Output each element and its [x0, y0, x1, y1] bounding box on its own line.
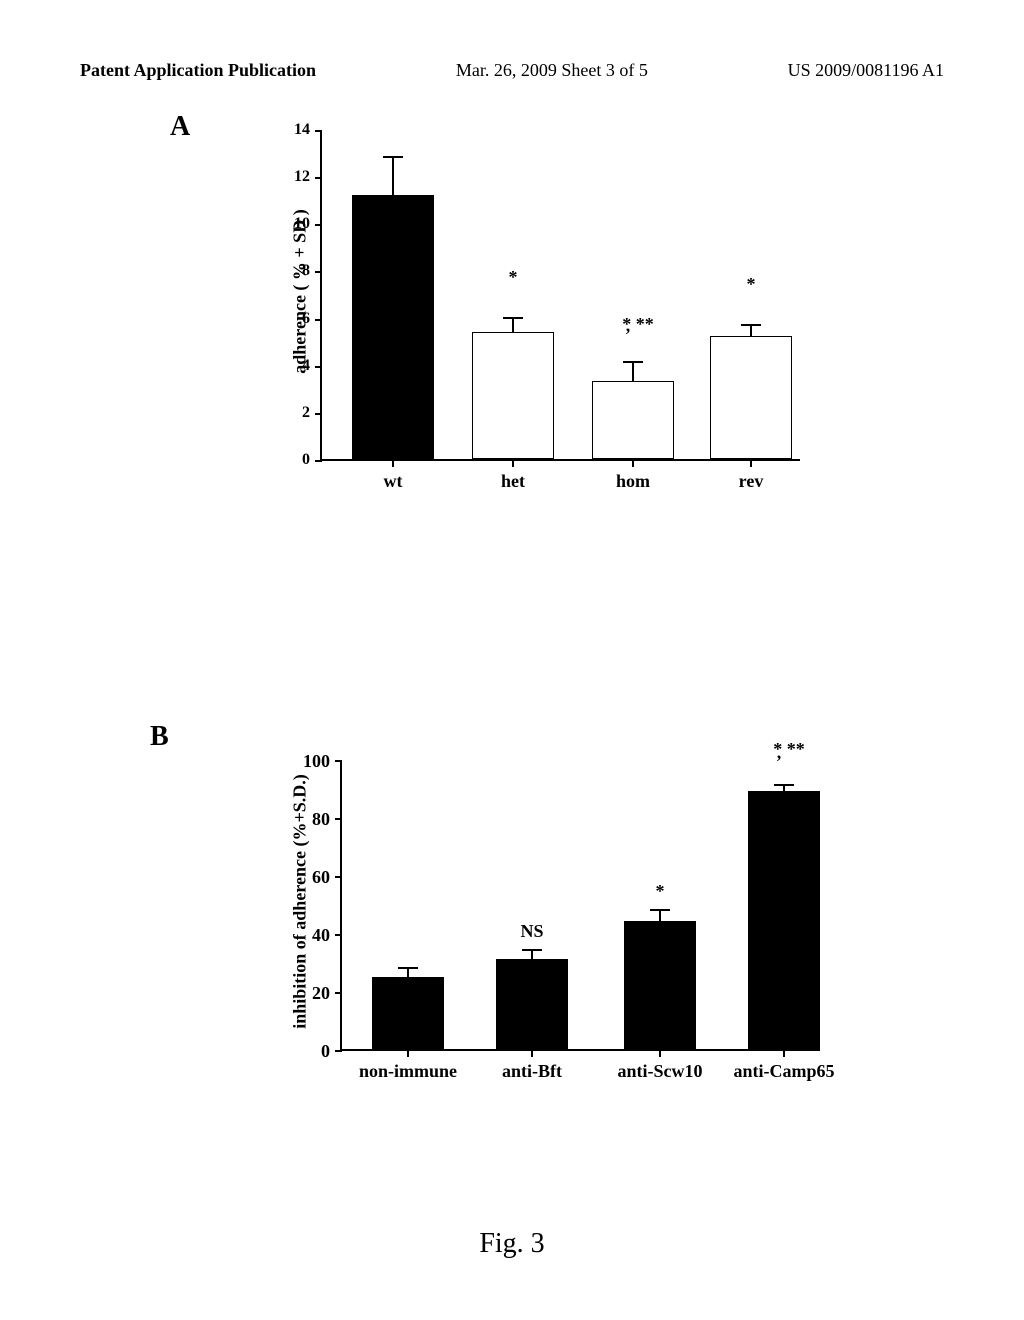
- ytick-label: 60: [290, 867, 330, 888]
- ytick-label: 14: [270, 121, 310, 139]
- error-cap: [623, 361, 643, 363]
- error-bar: [392, 157, 394, 195]
- panel-a-label: A: [170, 111, 190, 143]
- page-container: Patent Application Publication Mar. 26, …: [0, 0, 1024, 1320]
- ytick-label: 80: [290, 809, 330, 830]
- bar: [748, 791, 820, 1049]
- ytick-label: 20: [290, 983, 330, 1004]
- category-label: anti-Camp65: [718, 1061, 850, 1082]
- significance-label: NS: [512, 921, 552, 942]
- error-bar: [632, 362, 634, 381]
- ytick-label: 40: [290, 925, 330, 946]
- ytick-label: 0: [290, 1041, 330, 1062]
- ytick-mark: [335, 934, 342, 936]
- page-header: Patent Application Publication Mar. 26, …: [80, 60, 944, 81]
- error-bar: [659, 910, 661, 922]
- error-cap: [741, 324, 761, 326]
- header-center: Mar. 26, 2009 Sheet 3 of 5: [456, 60, 648, 81]
- bar: [496, 959, 568, 1049]
- ytick-label: 12: [270, 168, 310, 186]
- category-label: anti-Bft: [466, 1061, 598, 1082]
- category-label: non-immune: [342, 1061, 474, 1082]
- ytick-mark: [315, 130, 322, 132]
- bar: [372, 977, 444, 1050]
- xtick-mark: [750, 461, 752, 467]
- significance-label: *: [640, 881, 680, 902]
- error-bar: [407, 968, 409, 977]
- error-bar: [531, 950, 533, 959]
- significance-label: * **,: [759, 739, 819, 781]
- chart-b-ylabel: inhibition of adherence (%+S.D.): [290, 752, 311, 1052]
- chart-b: inhibition of adherence (%+S.D.) 0204060…: [340, 761, 900, 1141]
- ytick-label: 4: [270, 357, 310, 375]
- xtick-mark: [531, 1051, 533, 1057]
- error-cap: [650, 909, 670, 911]
- significance-label: *: [731, 274, 771, 295]
- xtick-mark: [392, 461, 394, 467]
- ytick-mark: [335, 818, 342, 820]
- error-cap: [522, 949, 542, 951]
- error-cap: [503, 317, 523, 319]
- ytick-label: 100: [290, 751, 330, 772]
- error-bar: [512, 318, 514, 332]
- panel-b: B inhibition of adherence (%+S.D.) 02040…: [140, 731, 944, 1191]
- figure-caption: Fig. 3: [0, 1228, 1024, 1260]
- ytick-label: 10: [270, 215, 310, 233]
- ytick-label: 2: [270, 404, 310, 422]
- bar: [472, 332, 554, 459]
- ytick-mark: [335, 876, 342, 878]
- bar: [710, 336, 792, 459]
- bar: [352, 195, 434, 459]
- xtick-mark: [659, 1051, 661, 1057]
- panel-a: A adherence ( % + SD ) 02468101214wthet*…: [140, 121, 944, 601]
- bar: [592, 381, 674, 459]
- header-right: US 2009/0081196 A1: [788, 60, 944, 81]
- ytick-mark: [335, 992, 342, 994]
- category-label: rev: [680, 471, 822, 492]
- ytick-mark: [335, 760, 342, 762]
- category-label: anti-Scw10: [594, 1061, 726, 1082]
- chart-a-plot: 02468101214wthet*hom* **,rev*: [320, 131, 800, 461]
- ytick-label: 0: [270, 451, 310, 469]
- ytick-label: 6: [270, 310, 310, 328]
- ytick-mark: [315, 271, 322, 273]
- ytick-mark: [315, 224, 322, 226]
- xtick-mark: [783, 1051, 785, 1057]
- ytick-mark: [315, 177, 322, 179]
- error-bar: [750, 325, 752, 337]
- ytick-mark: [315, 413, 322, 415]
- significance-label: * **,: [608, 314, 668, 356]
- ytick-mark: [315, 319, 322, 321]
- xtick-mark: [632, 461, 634, 467]
- chart-a: adherence ( % + SD ) 02468101214wthet*ho…: [320, 131, 880, 551]
- ytick-mark: [315, 366, 322, 368]
- error-cap: [383, 156, 403, 158]
- header-left: Patent Application Publication: [80, 60, 316, 81]
- xtick-mark: [407, 1051, 409, 1057]
- panel-b-label: B: [150, 721, 169, 753]
- ytick-label: 8: [270, 262, 310, 280]
- error-cap: [398, 967, 418, 969]
- xtick-mark: [512, 461, 514, 467]
- ytick-mark: [335, 1050, 342, 1052]
- bar: [624, 921, 696, 1049]
- ytick-mark: [315, 460, 322, 462]
- chart-a-ylabel: adherence ( % + SD ): [290, 172, 311, 412]
- error-cap: [774, 784, 794, 786]
- significance-label: *: [493, 267, 533, 288]
- chart-b-plot: 020406080100non-immuneanti-BftNSanti-Scw…: [340, 761, 820, 1051]
